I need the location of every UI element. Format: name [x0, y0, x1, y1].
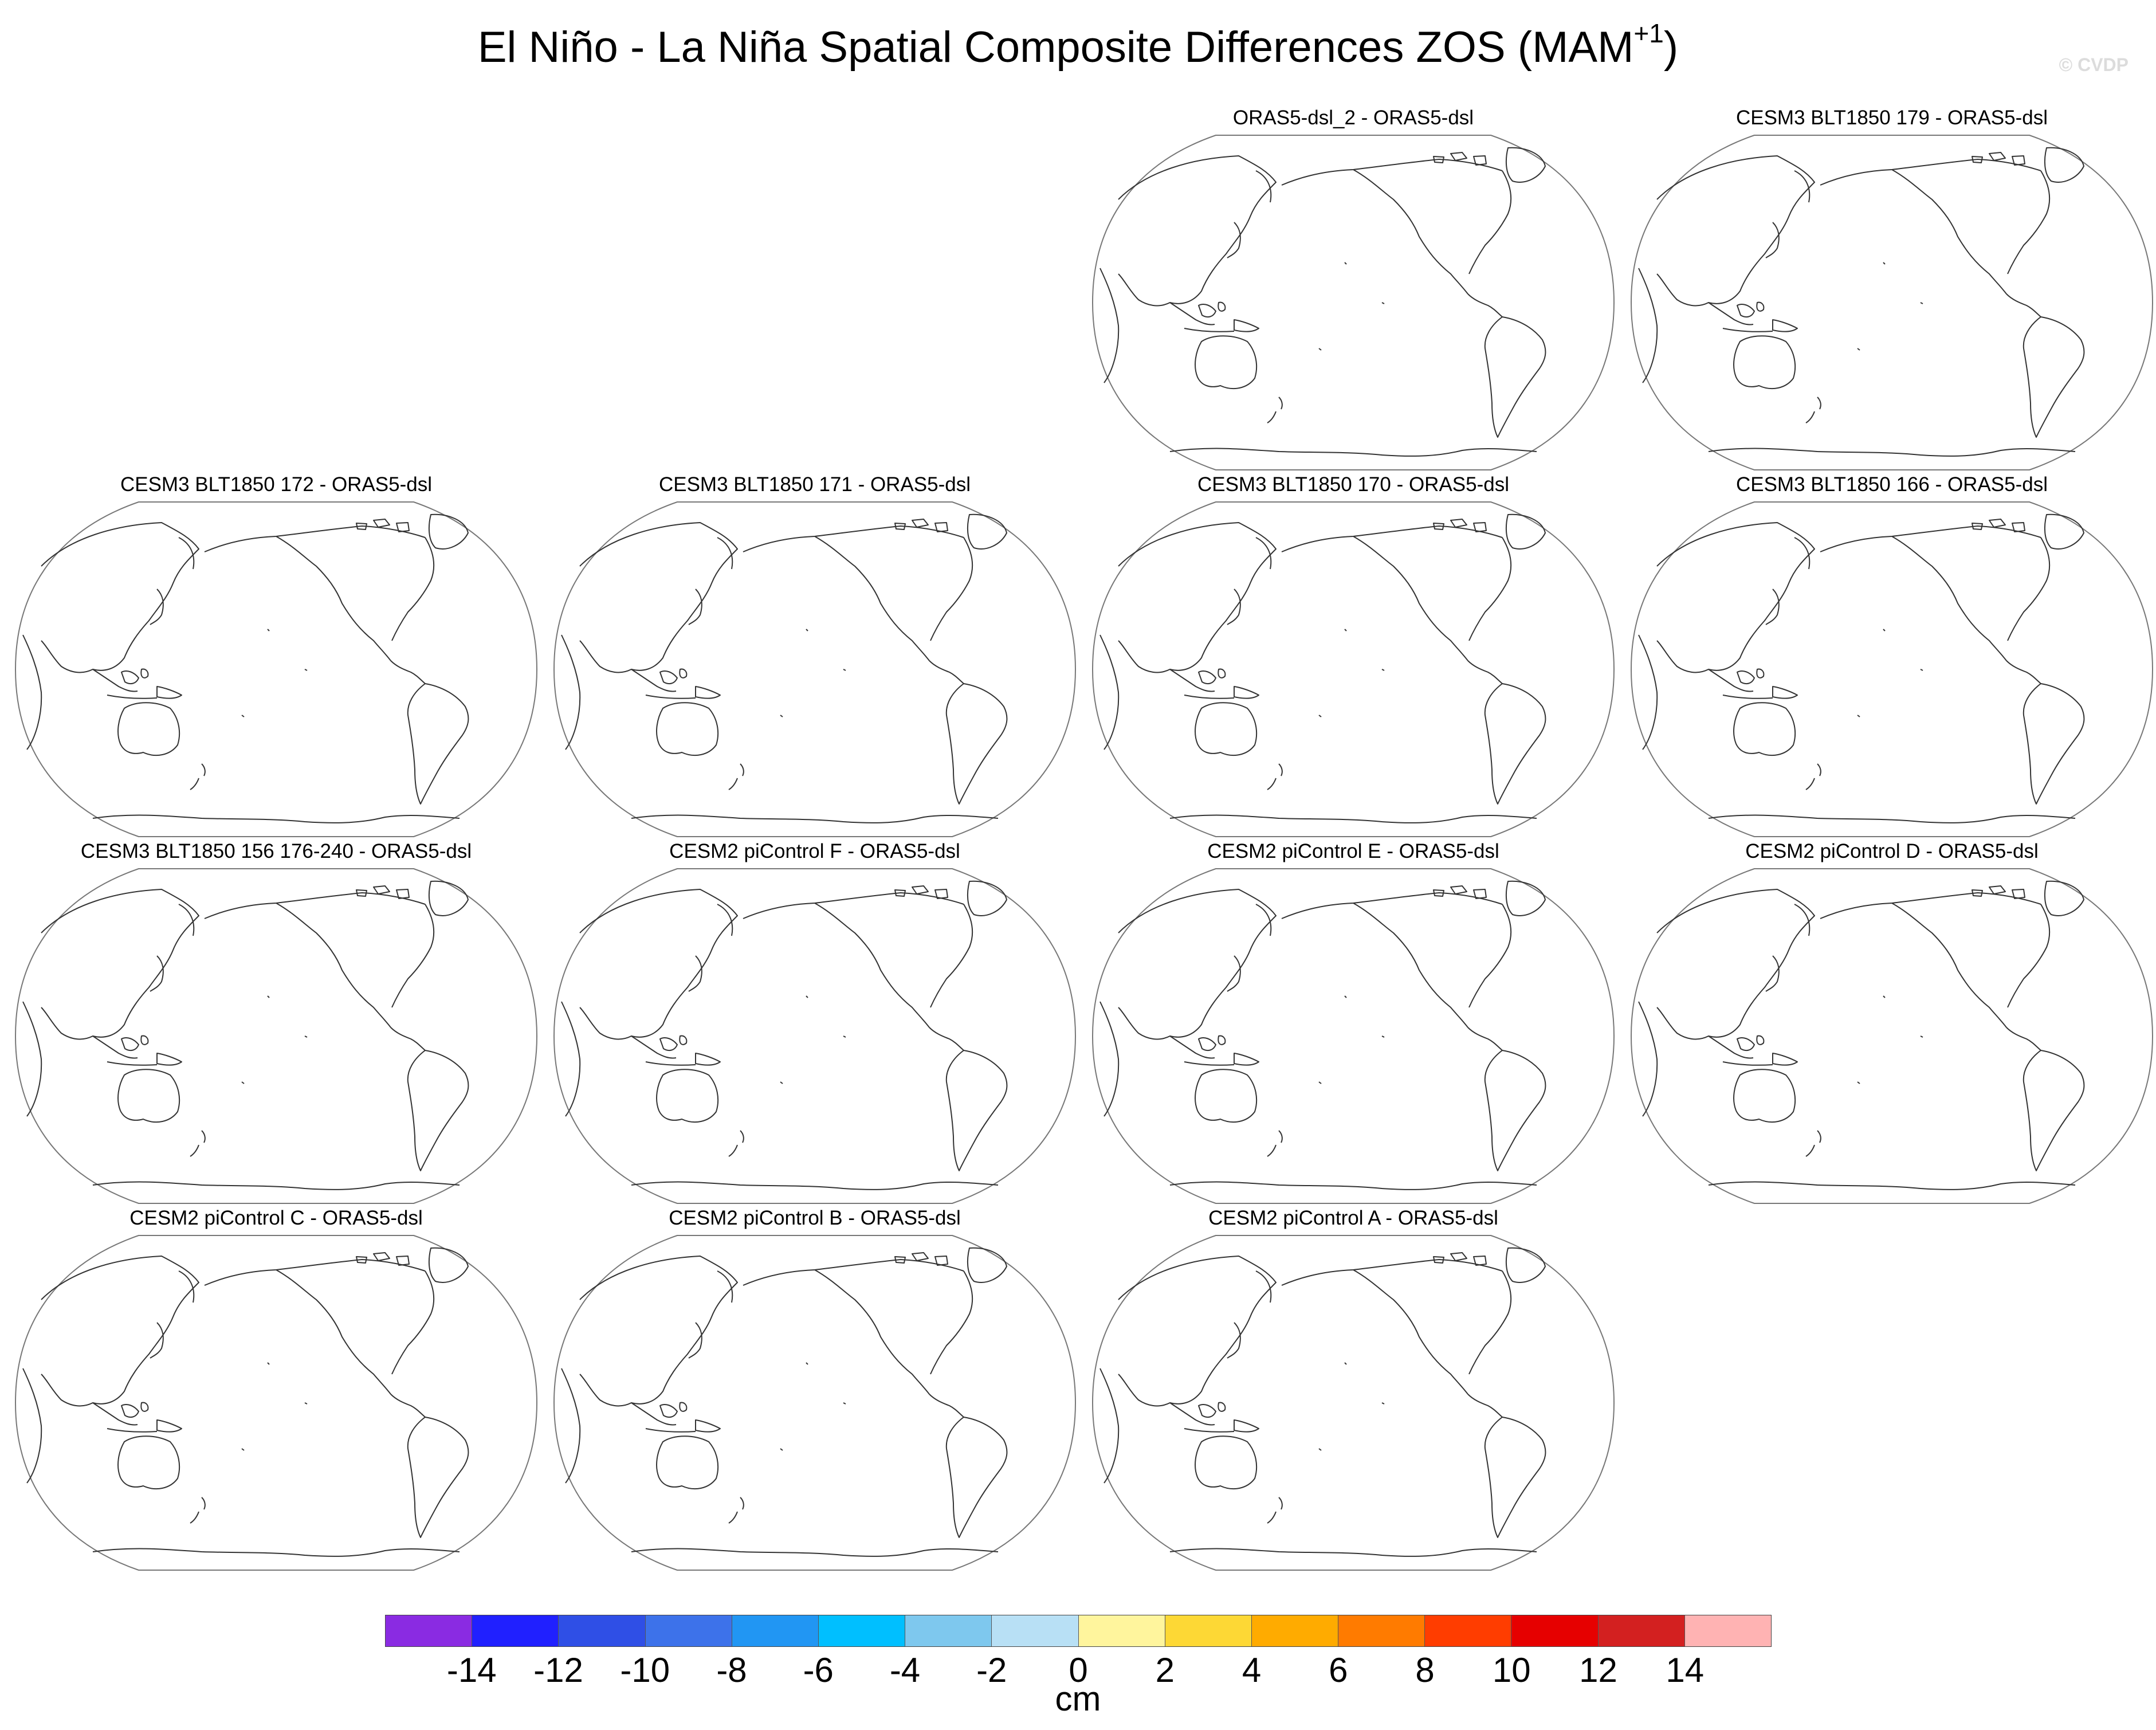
- colorbar-swatch: [645, 1615, 732, 1646]
- map-panel: CESM2 piControl C - ORAS5-dsl: [7, 1207, 545, 1574]
- colorbar-tick-label: 12: [1579, 1651, 1617, 1689]
- colorbar-tick-label: 0: [1069, 1651, 1088, 1689]
- colorbar-tick-label: 10: [1492, 1651, 1531, 1689]
- map-panel: CESM2 piControl D - ORAS5-dsl: [1623, 840, 2156, 1207]
- colorbar-swatch: [559, 1615, 646, 1646]
- map-panel: CESM2 piControl A - ORAS5-dsl: [1084, 1207, 1623, 1574]
- colorbar-tick-label: 2: [1155, 1651, 1175, 1689]
- panel-title: CESM2 piControl B - ORAS5-dsl: [669, 1207, 961, 1229]
- map-panel: CESM2 piControl F - ORAS5-dsl: [545, 840, 1084, 1207]
- panel-title: CESM3 BLT1850 172 - ORAS5-dsl: [120, 473, 433, 496]
- panel-title: CESM3 BLT1850 166 - ORAS5-dsl: [1735, 473, 2048, 496]
- colorbar-swatch: [1684, 1615, 1771, 1646]
- panel-title: CESM3 BLT1850 179 - ORAS5-dsl: [1735, 107, 2048, 129]
- colorbar-tick-label: 6: [1329, 1651, 1348, 1689]
- colorbar-swatch: [992, 1615, 1079, 1646]
- figure-title: El Niño - La Niña Spatial Composite Diff…: [477, 18, 1679, 72]
- panel-title: CESM3 BLT1850 156 176-240 - ORAS5-dsl: [80, 840, 472, 862]
- colorbar-swatch: [1425, 1615, 1512, 1646]
- colorbar-tick-label: -2: [976, 1651, 1007, 1689]
- colorbar-swatch: [1511, 1615, 1599, 1646]
- colorbar-swatch: [386, 1615, 473, 1646]
- world-map: [553, 1235, 1076, 1571]
- map-panel: CESM3 BLT1850 179 - ORAS5-dsl: [1623, 107, 2156, 473]
- panel-title: CESM2 piControl E - ORAS5-dsl: [1207, 840, 1499, 862]
- panel-title: CESM2 piControl C - ORAS5-dsl: [129, 1207, 423, 1229]
- colorbar-units: cm: [1055, 1680, 1101, 1718]
- world-map: [1631, 135, 2153, 470]
- map-panel: CESM3 BLT1850 172 - ORAS5-dsl: [7, 473, 545, 840]
- map-panel: CESM3 BLT1850 171 - ORAS5-dsl: [545, 473, 1084, 840]
- map-panel: CESM3 BLT1850 166 - ORAS5-dsl: [1623, 473, 2156, 840]
- colorbar-tick-label: -6: [803, 1651, 834, 1689]
- world-map: [553, 868, 1076, 1204]
- map-panel: ORAS5-dsl_2 - ORAS5-dsl: [1084, 107, 1623, 473]
- world-map: [15, 868, 537, 1204]
- world-map: [1631, 868, 2153, 1204]
- colorbar-swatch: [1165, 1615, 1252, 1646]
- colorbar-swatch: [1251, 1615, 1339, 1646]
- world-map: [1092, 1235, 1615, 1571]
- world-map: [15, 501, 537, 837]
- panel-title: CESM3 BLT1850 171 - ORAS5-dsl: [658, 473, 971, 496]
- cvdp-watermark: © CVDP: [2059, 54, 2128, 75]
- colorbar-tick-label: -8: [716, 1651, 747, 1689]
- colorbar-tick-label: 4: [1242, 1651, 1262, 1689]
- panel-title: ORAS5-dsl_2 - ORAS5-dsl: [1232, 107, 1474, 129]
- colorbar-swatch: [472, 1615, 559, 1646]
- world-map: [553, 501, 1076, 837]
- world-map: [1631, 501, 2153, 837]
- world-map: [15, 1235, 537, 1571]
- colorbar-tick-label: -14: [446, 1651, 497, 1689]
- map-panel: CESM3 BLT1850 170 - ORAS5-dsl: [1084, 473, 1623, 840]
- colorbar-tick-label: -12: [533, 1651, 583, 1689]
- colorbar-tick-label: 14: [1666, 1651, 1705, 1689]
- panel-title: CESM2 piControl A - ORAS5-dsl: [1208, 1207, 1498, 1229]
- colorbar-tick-label: -10: [620, 1651, 670, 1689]
- world-map: [1092, 868, 1615, 1204]
- panel-title: CESM2 piControl F - ORAS5-dsl: [669, 840, 960, 862]
- colorbar-swatch: [732, 1615, 819, 1646]
- world-map: [1092, 135, 1615, 470]
- colorbar-swatch: [1598, 1615, 1685, 1646]
- colorbar-swatch: [905, 1615, 992, 1646]
- colorbar: [385, 1615, 1772, 1647]
- panel-title: CESM2 piControl D - ORAS5-dsl: [1745, 840, 2039, 862]
- colorbar-swatch: [1078, 1615, 1165, 1646]
- panel-title: CESM3 BLT1850 170 - ORAS5-dsl: [1197, 473, 1510, 496]
- map-panel: CESM3 BLT1850 156 176-240 - ORAS5-dsl: [7, 840, 545, 1207]
- colorbar-swatch: [1338, 1615, 1425, 1646]
- colorbar-tick-label: -4: [889, 1651, 921, 1689]
- map-panel: CESM2 piControl B - ORAS5-dsl: [545, 1207, 1084, 1574]
- world-map: [1092, 501, 1615, 837]
- colorbar-swatch: [818, 1615, 906, 1646]
- map-panel: CESM2 piControl E - ORAS5-dsl: [1084, 840, 1623, 1207]
- colorbar-tick-label: 8: [1415, 1651, 1435, 1689]
